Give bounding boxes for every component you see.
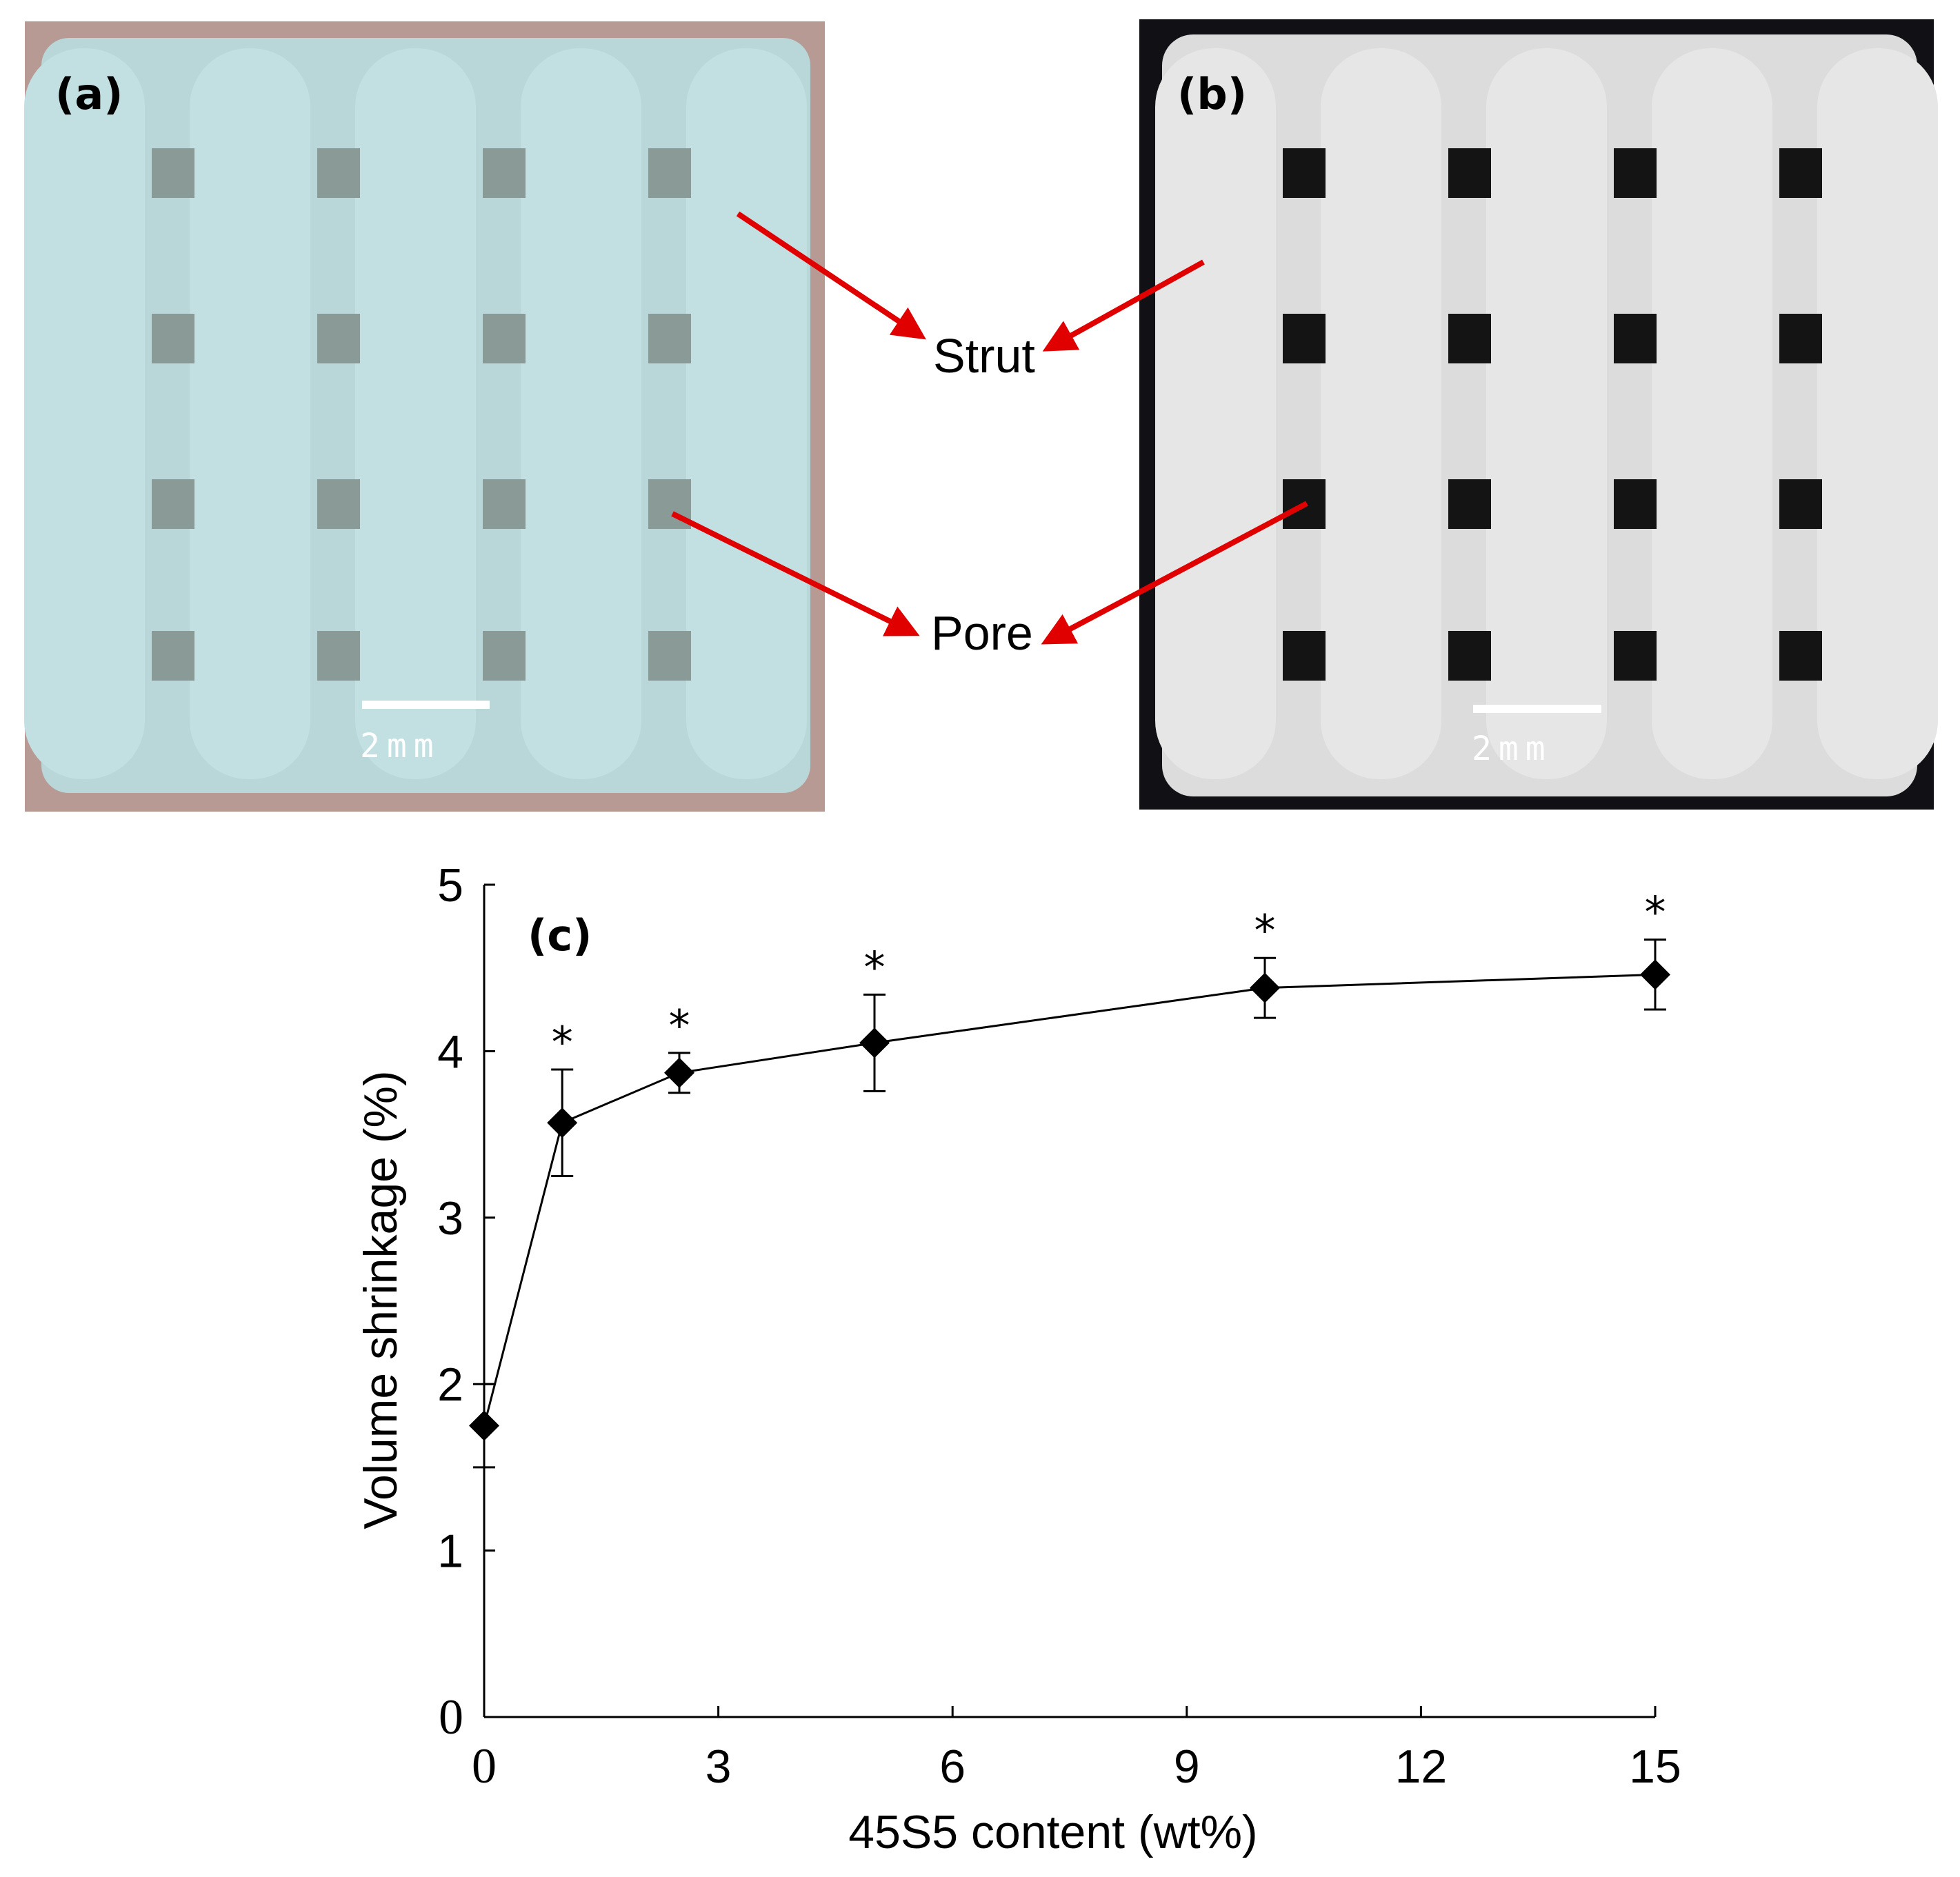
scaffold-pore: [1779, 479, 1822, 529]
y-tick-label: 1: [437, 1525, 463, 1578]
scaffold-pore: [1448, 631, 1491, 681]
y-tick-label: 3: [437, 1192, 463, 1245]
callouts: Strut Pore: [671, 211, 1308, 660]
scaffold-strut: [24, 48, 145, 779]
scaffold-pore: [1283, 631, 1326, 681]
y-axis-ticks: 0 1 2 3 4 5: [437, 859, 495, 1745]
scaffold-pore: [317, 479, 360, 529]
scaffold-pore: [1614, 479, 1657, 529]
scaffold-pore: [152, 148, 194, 198]
scaffold-pore: [1448, 479, 1491, 529]
data-point-marker: [664, 1057, 694, 1088]
scaffold-pore: [1283, 314, 1326, 363]
scaffold-pore: [648, 148, 691, 198]
strut-arrow-left: [736, 211, 926, 340]
x-tick-label: 12: [1395, 1740, 1448, 1793]
scaffold-pore: [1448, 148, 1491, 198]
x-axis-ticks: 0 3 6 9 12 15: [472, 1706, 1681, 1794]
pore-arrow-right: [1041, 501, 1308, 645]
photo-panel-b: 2mm (b): [1139, 19, 1938, 810]
pore-callout-label: Pore: [931, 606, 1033, 660]
y-tick-label: 5: [437, 859, 463, 912]
scaffold-strut: [355, 48, 476, 779]
scaffold-pore: [1779, 631, 1822, 681]
scaffold-b-pores: [1283, 148, 1822, 681]
strut-callout-label: Strut: [933, 329, 1035, 383]
scaffold-a-struts: [24, 48, 807, 779]
scaffold-pore: [648, 314, 691, 363]
scaffold-pore: [1614, 314, 1657, 363]
data-point-marker: [1640, 959, 1670, 990]
significance-marker: *: [552, 1017, 573, 1067]
photo-panel-a: 2mm (a): [24, 21, 825, 812]
pore-arrow-left: [671, 511, 920, 636]
scaffold-pore: [152, 314, 194, 363]
data-point-marker: [547, 1107, 578, 1138]
x-tick-label: 0: [472, 1738, 497, 1794]
scaffold-pore: [1448, 314, 1491, 363]
y-tick-label: 4: [437, 1025, 463, 1078]
scaffold-strut: [686, 48, 807, 779]
scaffold-pore: [152, 631, 194, 681]
strut-arrow-right: [1042, 259, 1205, 352]
scaffold-pore: [317, 631, 360, 681]
x-tick-label: 15: [1629, 1740, 1681, 1793]
significance-marker: *: [1645, 887, 1666, 938]
scaffold-pore: [317, 314, 360, 363]
scale-bar-a-label: 2mm: [360, 727, 441, 765]
scaffold-strut: [1321, 48, 1441, 779]
scaffold-a-pores: [152, 148, 691, 681]
x-tick-label: 3: [706, 1740, 732, 1793]
significance-marker: *: [1254, 905, 1276, 956]
scaffold-strut: [521, 48, 641, 779]
scaffold-pore: [648, 631, 691, 681]
scaffold-pore: [483, 314, 526, 363]
scaffold-strut: [1486, 48, 1607, 779]
scaffold-b-struts: [1155, 48, 1938, 779]
significance-marker: *: [669, 1001, 690, 1051]
scaffold-pore: [483, 479, 526, 529]
scaffold-pore: [1283, 148, 1326, 198]
scaffold-pore: [483, 148, 526, 198]
scaffold-pore: [1614, 148, 1657, 198]
panel-label-b: (b): [1177, 69, 1247, 119]
y-axis-title: Volume shrinkage (%): [354, 1070, 407, 1529]
data-point-marker: [469, 1410, 499, 1441]
scaffold-pore: [483, 631, 526, 681]
significance-marker: *: [864, 942, 886, 992]
x-tick-label: 9: [1174, 1740, 1200, 1793]
panel-label-a: (a): [55, 69, 123, 119]
panel-label-c: (c): [528, 910, 592, 961]
scaffold-pore: [1614, 631, 1657, 681]
scale-bar-b-label: 2mm: [1472, 730, 1552, 768]
y-tick-label: 0: [439, 1689, 463, 1745]
series-line: [483, 973, 1656, 1426]
scaffold-pore: [1779, 314, 1822, 363]
scaffold-strut: [1652, 48, 1772, 779]
scaffold-strut: [1817, 48, 1938, 779]
scaffold-pore: [1779, 148, 1822, 198]
x-axis-title: 45S5 content (wt%): [848, 1806, 1257, 1858]
data-point-marker: [1250, 972, 1280, 1003]
y-tick-label: 2: [437, 1358, 463, 1411]
data-point-marker: [859, 1027, 890, 1058]
scaffold-pore: [152, 479, 194, 529]
data-series: * * * * *: [469, 887, 1670, 1469]
x-tick-label: 6: [939, 1740, 966, 1793]
scaffold-strut: [1155, 48, 1276, 779]
scaffold-pore: [317, 148, 360, 198]
scaffold-strut: [190, 48, 310, 779]
